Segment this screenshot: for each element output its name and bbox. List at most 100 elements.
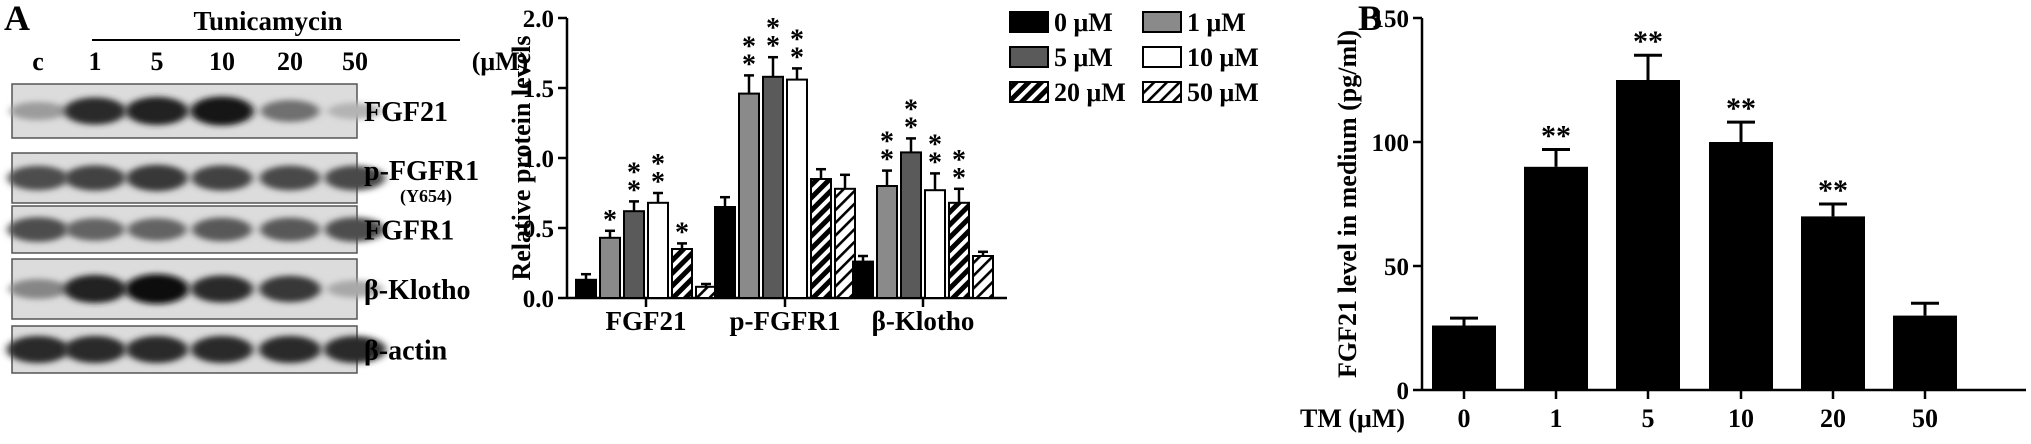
bar: [575, 278, 597, 299]
significance-mark: *: [742, 49, 756, 80]
significance-mark: *: [952, 163, 966, 194]
blot-label: FGFR1: [364, 216, 454, 247]
protein-band: [127, 218, 187, 241]
blot-label: p-FGFR1: [364, 156, 479, 187]
protein-band: [191, 165, 253, 191]
bar: [972, 255, 994, 299]
blot-label: FGF21: [364, 97, 448, 128]
lane-label: 10: [209, 47, 235, 76]
protein-band: [259, 165, 321, 191]
legend-swatch: [1142, 46, 1182, 68]
bar: [671, 248, 693, 299]
legend-label: 0 μM: [1054, 8, 1113, 37]
significance-mark: **: [1633, 25, 1663, 58]
legend-swatch: [1009, 46, 1049, 68]
protein-band: [323, 335, 387, 364]
protein-band: [7, 217, 69, 242]
protein-band: [9, 101, 67, 121]
relative-protein-chart: Relative protein levels0.00.51.01.52.0**…: [507, 6, 1259, 336]
x-tick-label: 20: [1820, 404, 1846, 433]
y-tick-label: 100: [1372, 130, 1410, 157]
y-tick-label: 1.5: [523, 76, 554, 103]
significance-mark: *: [651, 149, 665, 180]
bar: [876, 185, 898, 299]
significance-mark: *: [675, 217, 689, 248]
protein-band: [126, 164, 188, 192]
significance-mark: *: [766, 13, 780, 44]
protein-band: [63, 335, 127, 364]
bar: [810, 178, 832, 299]
bar: [1432, 325, 1496, 390]
legend-swatch: [1009, 81, 1049, 103]
significance-mark: *: [952, 145, 966, 176]
significance-mark: *: [651, 167, 665, 198]
significance-mark: *: [928, 129, 942, 160]
significance-mark: **: [1818, 174, 1848, 207]
x-tick-label: 1: [1550, 404, 1563, 433]
panel-letter-b: B: [1358, 0, 1382, 38]
significance-mark: *: [904, 94, 918, 125]
legend-label: 1 μM: [1187, 8, 1246, 37]
bar: [647, 201, 669, 299]
protein-band: [260, 217, 320, 242]
x-tick-label: FGF21: [606, 306, 687, 336]
blot-row: p-FGFR1(Y654): [7, 152, 479, 207]
x-axis-label: TM (μM): [1300, 404, 1405, 433]
significance-mark: **: [1541, 119, 1571, 152]
bar: [1709, 142, 1773, 390]
bar: [786, 78, 808, 299]
significance-mark: *: [928, 147, 942, 178]
y-axis-label: FGF21 level in medium (pg/ml): [1333, 30, 1362, 378]
bar: [599, 236, 621, 300]
protein-band: [190, 335, 254, 364]
x-tick-label: 5: [1642, 404, 1655, 433]
blot-strips: FGF21 p-FGFR1(Y654) FGFR1 β-Klotho β-actin: [6, 83, 479, 374]
protein-band: [7, 165, 69, 191]
blot-row: FGF21: [9, 83, 448, 139]
protein-band: [125, 335, 189, 364]
protein-band: [63, 274, 127, 304]
bar: [852, 260, 874, 300]
protein-band: [125, 96, 189, 126]
bar: [738, 92, 760, 299]
bar: [695, 285, 717, 299]
legend-swatch: [1142, 81, 1182, 103]
protein-band: [125, 274, 189, 304]
protein-band: [260, 100, 320, 122]
blot-row: FGFR1: [7, 205, 454, 254]
legend-label: 50 μM: [1187, 78, 1259, 107]
protein-band: [324, 165, 386, 191]
protein-band: [327, 280, 383, 298]
significance-mark: **: [1726, 92, 1756, 125]
protein-band: [190, 275, 254, 303]
y-tick-label: 150: [1372, 6, 1410, 33]
x-tick-label: p-FGFR1: [730, 306, 841, 336]
bar: [762, 75, 784, 299]
bar: [834, 187, 856, 299]
blot-sublabel: (Y654): [400, 186, 452, 207]
bar: [623, 210, 645, 299]
western-blot-panel: A Tunicamycin c 1 5 10 20 50 (μM) FGF21 p-FGFR…: [4, 0, 528, 374]
lane-label: 50: [342, 47, 368, 76]
significance-mark: *: [627, 157, 641, 188]
y-tick-label: 50: [1384, 254, 1409, 281]
treatment-label: Tunicamycin: [193, 6, 342, 36]
blot-label: β-actin: [364, 336, 448, 367]
bar: [714, 206, 736, 299]
legend-label: 20 μM: [1054, 78, 1126, 107]
y-axis-label: Relative protein levels: [507, 35, 536, 280]
significance-mark: *: [790, 24, 804, 55]
lane-label: c: [32, 47, 44, 76]
significance-mark: *: [880, 145, 894, 176]
bar: [1616, 80, 1680, 390]
blot-row: β-actin: [6, 325, 448, 374]
blot-row: β-Klotho: [9, 258, 471, 320]
legend: 0 μM 1 μM 5 μM 10 μM 20 μM 50 μM: [1009, 8, 1259, 107]
protein-band: [324, 217, 386, 242]
protein-band: [9, 278, 67, 300]
legend-label: 10 μM: [1187, 43, 1259, 72]
lane-label: 5: [151, 47, 164, 76]
x-tick-label: 10: [1728, 404, 1754, 433]
